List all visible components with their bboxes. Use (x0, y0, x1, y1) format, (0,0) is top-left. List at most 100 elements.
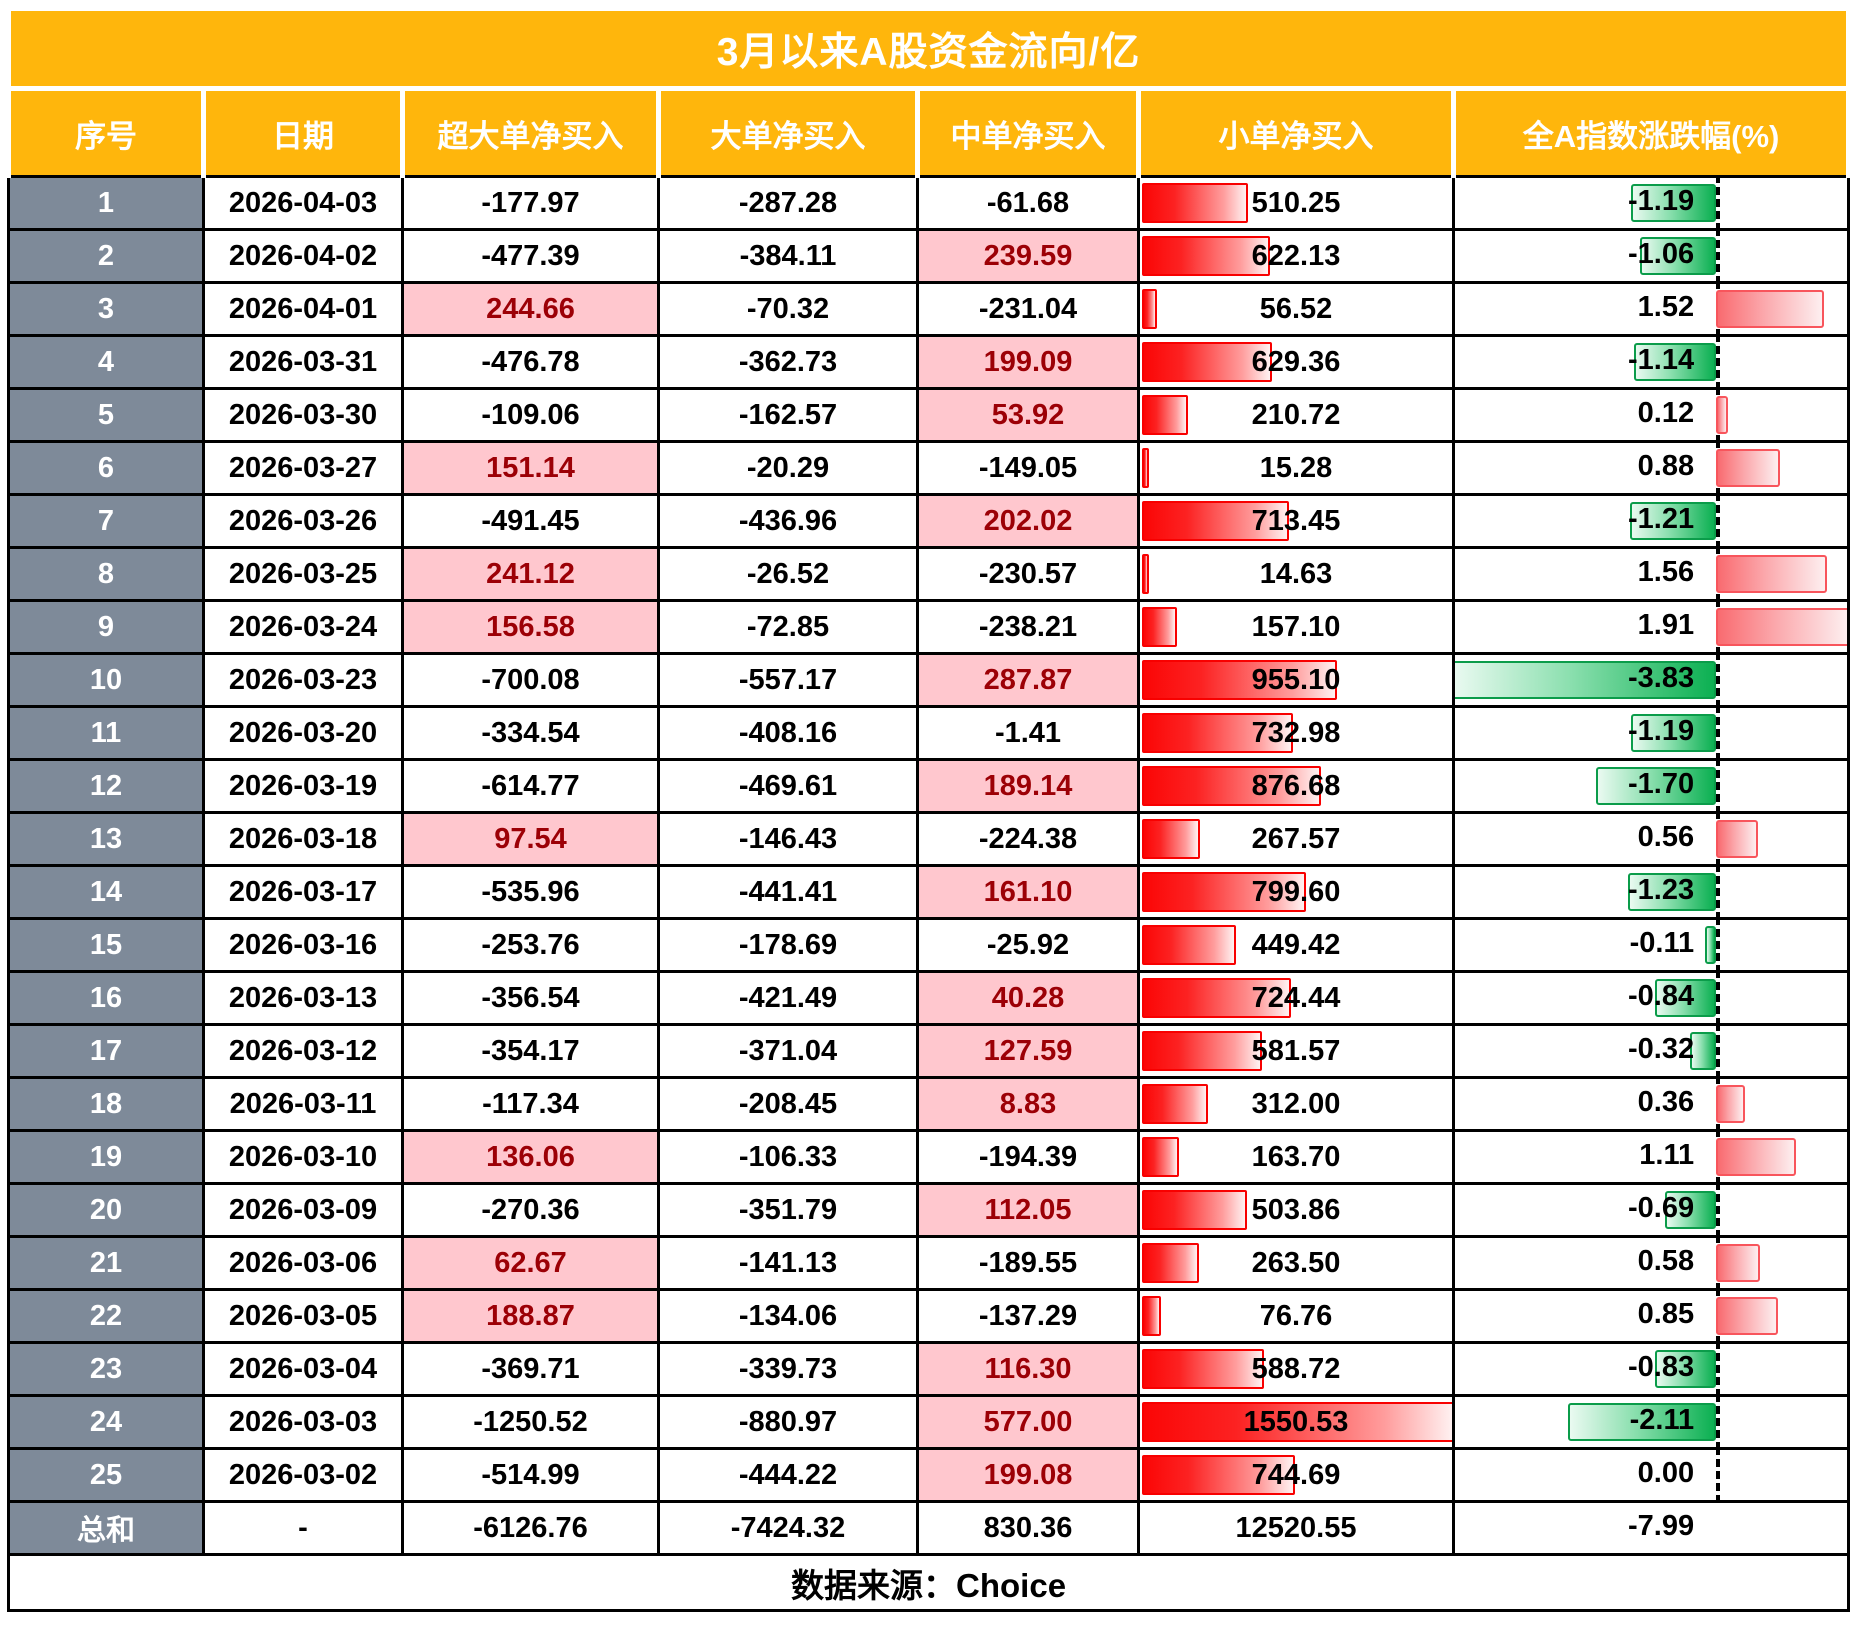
small-net-buy-cell: 732.98 (1137, 705, 1455, 761)
seq-cell: 12 (7, 758, 205, 814)
index-change-cell: 1.56 (1451, 546, 1851, 602)
table-row: 2 2026-04-02 -477.39 -384.11 239.59 622.13 -1.… (7, 228, 1851, 284)
small-net-buy-cell: 312.00 (1137, 1076, 1455, 1132)
index-change-value: -7.99 (1628, 1510, 1695, 1542)
date-cell: 2026-03-16 (202, 917, 404, 973)
m-net-buy-cell: 161.10 (916, 864, 1140, 920)
index-change-cell: 0.36 (1451, 1076, 1851, 1132)
xl-net-buy-cell: -477.39 (401, 228, 660, 284)
seq-cell: 22 (7, 1288, 205, 1344)
table-row: 13 2026-03-18 97.54 -146.43 -224.38 267.57 0.5… (7, 811, 1851, 867)
small-net-buy-value: 76.76 (1259, 1299, 1333, 1332)
index-change-value: 0.36 (1637, 1086, 1695, 1118)
seq-cell: 13 (7, 811, 205, 867)
table-row: 17 2026-03-12 -354.17 -371.04 127.59 581.57 -0… (7, 1023, 1851, 1079)
small-net-buy-value: 56.52 (1259, 292, 1333, 325)
fund-flow-table: 3月以来A股资金流向/亿 序号 日期 超大单净买入 大单净买入 中单净买入 小单… (5, 6, 1852, 1612)
col-header-small-net-buy: 小单净买入 (1136, 86, 1456, 178)
index-change-value: -2.11 (1629, 1404, 1695, 1436)
m-net-buy-cell: -238.21 (916, 599, 1140, 655)
table-row: 5 2026-03-30 -109.06 -162.57 53.92 210.72 0.12 (7, 387, 1851, 443)
col-header-large-net-buy: 大单净买入 (656, 86, 920, 178)
seq-cell: 20 (7, 1182, 205, 1238)
seq-cell: 14 (7, 864, 205, 920)
xl-net-buy-cell: -700.08 (401, 652, 660, 708)
small-net-buy-value: 629.36 (1251, 345, 1341, 378)
small-net-buy-cell: 713.45 (1137, 493, 1455, 549)
zero-axis-line (1716, 1186, 1721, 1234)
xl-net-buy-cell: -491.45 (401, 493, 660, 549)
index-change-cell: -1.06 (1451, 228, 1851, 284)
page-title: 3月以来A股资金流向/亿 (5, 6, 1852, 91)
l-net-buy-cell: -134.06 (657, 1288, 919, 1344)
l-net-buy-cell: -146.43 (657, 811, 919, 867)
m-net-buy-cell: 202.02 (916, 493, 1140, 549)
date-cell: 2026-03-12 (202, 1023, 404, 1079)
l-net-buy-cell: -26.52 (657, 546, 919, 602)
index-change-value: 0.00 (1637, 1457, 1695, 1489)
small-net-buy-value: 12520.55 (1235, 1511, 1357, 1544)
m-net-buy-cell: 112.05 (916, 1182, 1140, 1238)
index-change-negative-bar (1596, 767, 1717, 805)
small-net-buy-cell: 157.10 (1137, 599, 1455, 655)
zero-axis-line (1716, 868, 1721, 916)
zero-axis-line (1716, 656, 1721, 704)
index-change-cell: -1.19 (1451, 705, 1851, 761)
index-change-value: -0.84 (1628, 980, 1695, 1012)
index-change-positive-bar (1716, 1244, 1760, 1282)
index-change-cell: 0.12 (1451, 387, 1851, 443)
index-change-cell: 0.56 (1451, 811, 1851, 867)
index-change-value: 0.58 (1637, 1245, 1695, 1277)
index-change-cell: -0.83 (1451, 1341, 1851, 1397)
table-row: 10 2026-03-23 -700.08 -557.17 287.87 955.10 -3… (7, 652, 1851, 708)
small-order-data-bar (1142, 819, 1200, 859)
table-row: 20 2026-03-09 -270.36 -351.79 112.05 503.86 -0… (7, 1182, 1851, 1238)
seq-cell: 9 (7, 599, 205, 655)
small-net-buy-cell: 629.36 (1137, 334, 1455, 390)
seq-cell: 23 (7, 1341, 205, 1397)
small-net-buy-value: 449.42 (1251, 928, 1341, 961)
index-change-value: 0.85 (1637, 1298, 1695, 1330)
index-change-value: -1.70 (1628, 768, 1695, 800)
xl-net-buy-cell: 156.58 (401, 599, 660, 655)
index-change-value: 0.56 (1637, 821, 1695, 853)
date-cell: 2026-04-01 (202, 281, 404, 337)
date-cell: 2026-03-26 (202, 493, 404, 549)
seq-cell: 17 (7, 1023, 205, 1079)
xl-net-buy-cell: -369.71 (401, 1341, 660, 1397)
small-net-buy-value: 724.44 (1251, 981, 1341, 1014)
xl-net-buy-cell: -1250.52 (401, 1394, 660, 1450)
l-net-buy-cell: -384.11 (657, 228, 919, 284)
seq-cell: 5 (7, 387, 205, 443)
index-change-cell: -3.83 (1451, 652, 1851, 708)
date-cell: 2026-03-27 (202, 440, 404, 496)
small-order-data-bar (1142, 395, 1189, 435)
col-header-seq: 序号 (6, 86, 206, 178)
xl-net-buy-cell: -614.77 (401, 758, 660, 814)
small-net-buy-value: 163.70 (1251, 1140, 1341, 1173)
small-order-data-bar (1142, 1084, 1209, 1124)
small-order-data-bar (1142, 183, 1249, 223)
total-row: 总和 - -6126.76 -7424.32 830.36 12520.55 -7.99 (7, 1500, 1851, 1556)
l-net-buy-cell: -106.33 (657, 1129, 919, 1185)
index-change-cell: -1.23 (1451, 864, 1851, 920)
zero-axis-line (1716, 338, 1721, 386)
seq-cell: 18 (7, 1076, 205, 1132)
small-net-buy-cell: 1550.53 (1137, 1394, 1455, 1450)
date-cell: 2026-03-23 (202, 652, 404, 708)
small-net-buy-cell: 581.57 (1137, 1023, 1455, 1079)
small-net-buy-cell: 799.60 (1137, 864, 1455, 920)
col-header-xlarge-net-buy: 超大单净买入 (400, 86, 661, 178)
small-net-buy-value: 876.68 (1251, 769, 1341, 802)
small-net-buy-cell: 503.86 (1137, 1182, 1455, 1238)
small-net-buy-value: 955.10 (1251, 663, 1341, 696)
col-header-index-change: 全A指数涨跌幅(%) (1450, 86, 1852, 178)
m-net-buy-cell: -61.68 (916, 175, 1140, 231)
small-order-data-bar (1142, 766, 1322, 806)
table-row: 12 2026-03-19 -614.77 -469.61 189.14 876.68 -1… (7, 758, 1851, 814)
zero-axis-line (1716, 1398, 1721, 1446)
date-cell: 2026-03-24 (202, 599, 404, 655)
seq-cell: 7 (7, 493, 205, 549)
m-net-buy-cell: -137.29 (916, 1288, 1140, 1344)
xl-net-buy-cell: -117.34 (401, 1076, 660, 1132)
